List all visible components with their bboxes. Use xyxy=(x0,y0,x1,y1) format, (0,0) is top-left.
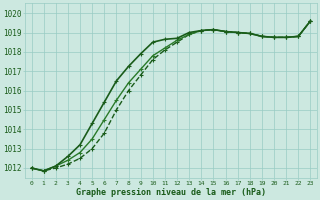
X-axis label: Graphe pression niveau de la mer (hPa): Graphe pression niveau de la mer (hPa) xyxy=(76,188,266,197)
